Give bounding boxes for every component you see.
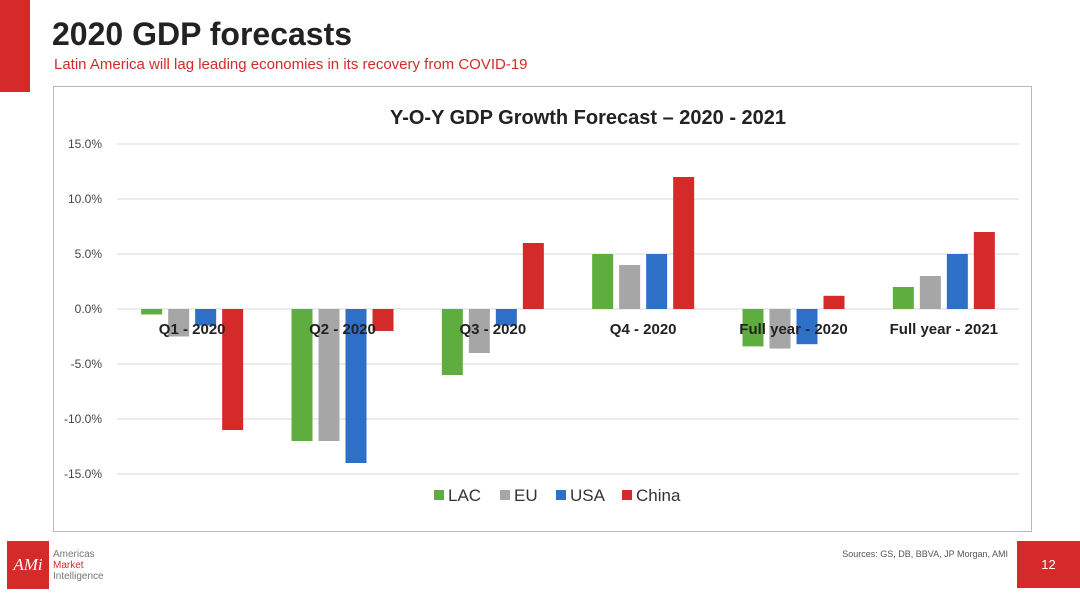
bar — [742, 309, 764, 347]
page-number: 12 — [1017, 541, 1080, 588]
accent-bar — [0, 0, 30, 92]
slide-title: 2020 GDP forecasts — [52, 16, 353, 52]
logo-mark: AMi — [7, 541, 49, 589]
logo-wordmark: Americas Market Intelligence — [53, 549, 104, 582]
bar — [345, 309, 367, 463]
legend-label: USA — [570, 486, 606, 505]
bar — [646, 254, 668, 309]
logo-line-3: Intelligence — [53, 571, 104, 582]
chart-frame: Y-O-Y GDP Growth Forecast – 2020 - 2021 1… — [53, 86, 1032, 532]
bar — [141, 309, 163, 315]
legend-swatch — [434, 490, 444, 500]
y-tick-label: 0.0% — [75, 302, 103, 316]
bar — [222, 309, 244, 430]
x-tick-label: Q2 - 2020 — [309, 321, 376, 338]
bar — [619, 265, 641, 309]
bar — [973, 232, 995, 309]
bar — [892, 287, 914, 309]
bar — [796, 309, 818, 345]
logo-line-1: Americas — [53, 549, 95, 560]
x-tick-label: Full year - 2021 — [890, 321, 998, 338]
bar — [195, 309, 217, 326]
bar — [592, 254, 614, 309]
bar — [673, 177, 695, 309]
y-tick-label: -10.0% — [64, 412, 102, 426]
legend-label: EU — [514, 486, 538, 505]
sources-note: Sources: GS, DB, BBVA, JP Morgan, AMI — [842, 549, 1008, 559]
bar — [291, 309, 313, 441]
x-tick-label: Q4 - 2020 — [610, 321, 677, 338]
gdp-growth-chart: Y-O-Y GDP Growth Forecast – 2020 - 2021 1… — [64, 107, 1019, 505]
y-tick-label: -5.0% — [71, 357, 103, 371]
y-tick-label: -15.0% — [64, 467, 102, 481]
x-tick-label: Full year - 2020 — [739, 321, 847, 338]
y-tick-label: 15.0% — [68, 137, 102, 151]
x-tick-label: Q3 - 2020 — [459, 321, 526, 338]
bar — [318, 309, 340, 441]
company-logo: AMi Americas Market Intelligence — [7, 541, 117, 589]
slide-subtitle: Latin America will lag leading economies… — [54, 56, 528, 73]
logo-line-2: Market — [53, 560, 84, 571]
bar — [441, 309, 463, 375]
bar — [946, 254, 968, 309]
bar — [919, 276, 941, 309]
legend-label: LAC — [448, 486, 481, 505]
legend-swatch — [622, 490, 632, 500]
bar — [823, 295, 845, 309]
bar — [495, 309, 517, 326]
bar — [468, 309, 490, 353]
bar — [372, 309, 394, 331]
y-tick-label: 5.0% — [75, 247, 103, 261]
bar — [168, 309, 190, 337]
legend-swatch — [556, 490, 566, 500]
chart-title: Y-O-Y GDP Growth Forecast – 2020 - 2021 — [390, 107, 786, 129]
bar — [769, 309, 791, 349]
bar — [522, 243, 544, 309]
legend-swatch — [500, 490, 510, 500]
legend-label: China — [636, 486, 681, 505]
y-tick-label: 10.0% — [68, 192, 102, 206]
x-tick-label: Q1 - 2020 — [159, 321, 226, 338]
